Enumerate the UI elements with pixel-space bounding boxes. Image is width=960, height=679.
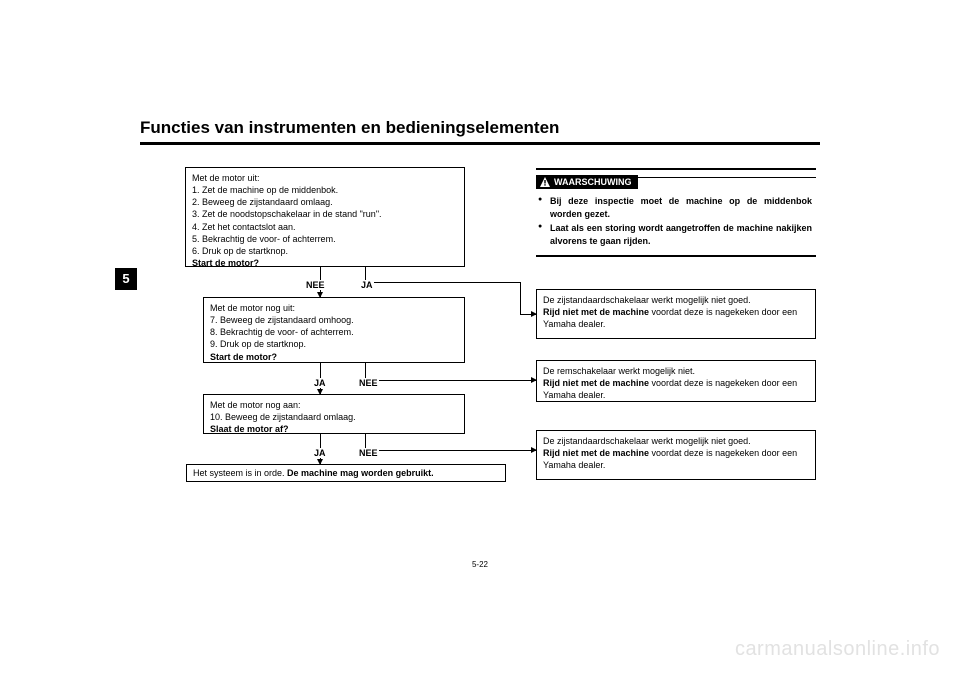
result-text: Het systeem is in orde. — [193, 468, 287, 478]
decision-no: NEE — [305, 280, 326, 290]
decision-yes: JA — [313, 378, 327, 388]
flow-line: Met de motor uit: — [192, 172, 458, 184]
result-bold: Rijd niet met de machine — [543, 448, 649, 458]
result-line: Rijd niet met de machine voordat deze is… — [543, 447, 809, 471]
decision-no: NEE — [358, 448, 379, 458]
warning-icon — [540, 177, 550, 187]
page-number: 5-22 — [0, 560, 960, 569]
result-line: Rijd niet met de machine voordat deze is… — [543, 306, 809, 330]
result-line: De zijstandaardschakelaar werkt mogelijk… — [543, 435, 809, 447]
flow-question: Slaat de motor af? — [210, 423, 458, 435]
flow-line: 5. Bekrachtig de voor- of achterrem. — [192, 233, 458, 245]
result-bold: Rijd niet met de machine — [543, 378, 649, 388]
warning-rule — [620, 177, 816, 178]
result-bold: Rijd niet met de machine — [543, 307, 649, 317]
arrow — [520, 282, 521, 314]
warning-item: Laat als een storing wordt aangetroffen … — [550, 222, 812, 247]
result-line: De zijstandaardschakelaar werkt mogelijk… — [543, 294, 809, 306]
section-tab: 5 — [115, 268, 137, 290]
page-title: Functies van instrumenten en bedieningse… — [140, 118, 820, 138]
flow-line: Met de motor nog aan: — [210, 399, 458, 411]
flow-line: 2. Beweeg de zijstandaard omlaag. — [192, 196, 458, 208]
arrow — [365, 282, 520, 283]
result-box-1: De zijstandaardschakelaar werkt mogelijk… — [536, 289, 816, 339]
result-box-3: De zijstandaardschakelaar werkt mogelijk… — [536, 430, 816, 480]
flow-line: 7. Beweeg de zijstandaard omhoog. — [210, 314, 458, 326]
arrow — [365, 380, 536, 381]
flow-question: Start de motor? — [210, 351, 458, 363]
page-header: Functies van instrumenten en bedieningse… — [140, 118, 820, 145]
flow-step-2: Met de motor nog uit: 7. Beweeg de zijst… — [203, 297, 465, 363]
flow-line: 3. Zet de noodstopschakelaar in de stand… — [192, 208, 458, 220]
watermark: carmanualsonline.info — [735, 638, 940, 661]
flow-step-1: Met de motor uit: 1. Zet de machine op d… — [185, 167, 465, 267]
flow-line: 10. Beweeg de zijstandaard omlaag. — [210, 411, 458, 423]
warning-list: Bij deze inspectie moet de machine op de… — [536, 195, 816, 247]
warning-block: WAARSCHUWING Bij deze inspectie moet de … — [536, 168, 816, 257]
flow-question: Start de motor? — [192, 257, 458, 269]
flow-line: 4. Zet het contactslot aan. — [192, 221, 458, 233]
flow-line: 8. Bekrachtig de voor- of achterrem. — [210, 326, 458, 338]
flow-line: Met de motor nog uit: — [210, 302, 458, 314]
arrow — [365, 450, 536, 451]
arrow — [520, 314, 536, 315]
result-line: Rijd niet met de machine voordat deze is… — [543, 377, 809, 401]
flow-line: 1. Zet de machine op de middenbok. — [192, 184, 458, 196]
result-line: De remschakelaar werkt mogelijk niet. — [543, 365, 809, 377]
flow-line: 6. Druk op de startknop. — [192, 245, 458, 257]
warning-item: Bij deze inspectie moet de machine op de… — [550, 195, 812, 220]
decision-yes: JA — [360, 280, 374, 290]
flow-step-3: Met de motor nog aan: 10. Beweeg de zijs… — [203, 394, 465, 434]
flow-line: 9. Druk op de startknop. — [210, 338, 458, 350]
decision-yes: JA — [313, 448, 327, 458]
decision-no: NEE — [358, 378, 379, 388]
result-text-bold: De machine mag worden gebruikt. — [287, 468, 434, 478]
result-box-2: De remschakelaar werkt mogelijk niet. Ri… — [536, 360, 816, 402]
flow-result-ok: Het systeem is in orde. De machine mag w… — [186, 464, 506, 482]
warning-label: WAARSCHUWING — [554, 177, 632, 187]
